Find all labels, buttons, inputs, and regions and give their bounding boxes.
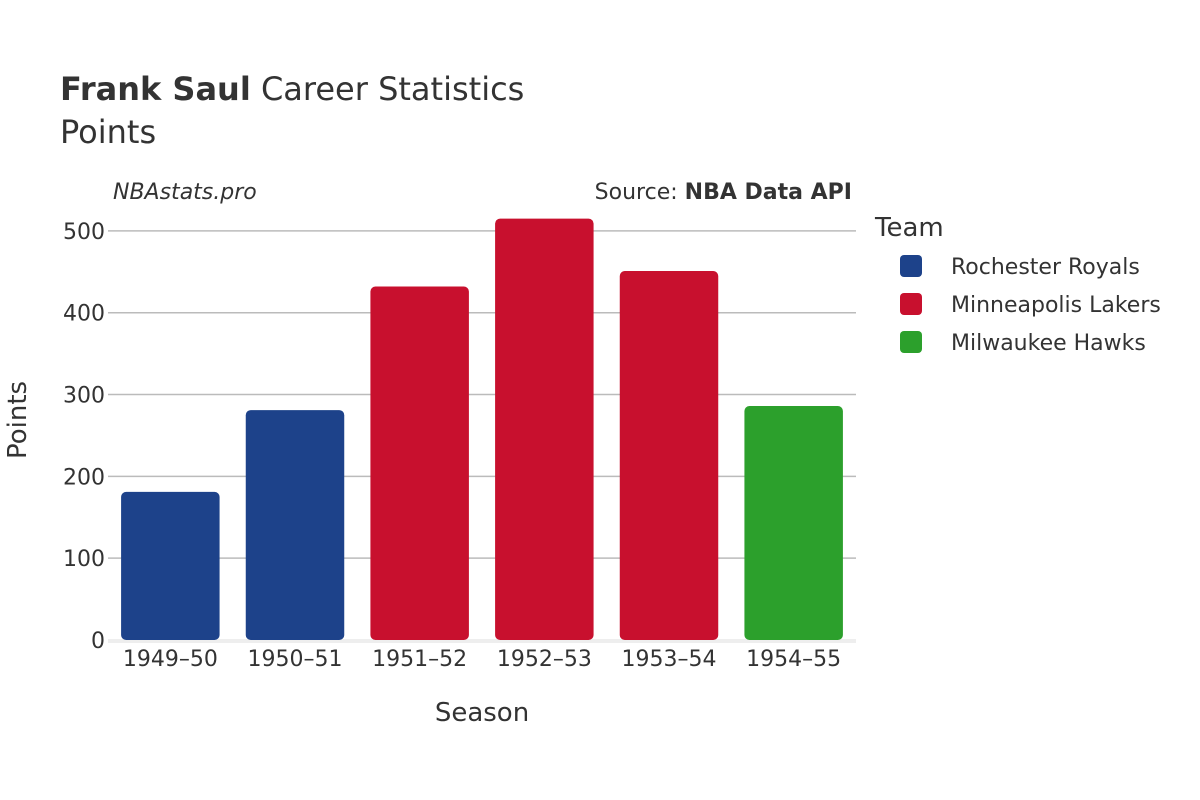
- x-tick-label: 1951–52: [372, 647, 467, 672]
- y-tick-label: 0: [91, 629, 105, 654]
- legend-swatch: [900, 255, 922, 277]
- x-tick-label: 1950–51: [248, 647, 343, 672]
- x-axis-ticks: 1949–50 1950–51 1951–52 1952–53 1953–54 1954–…: [123, 647, 841, 672]
- y-tick-label: 200: [63, 465, 105, 490]
- chart-title: Frank Saul Career Statistics: [60, 70, 524, 108]
- chart-title-player: Frank Saul: [60, 70, 251, 108]
- legend-item-label[interactable]: Milwaukee Hawks: [951, 331, 1146, 356]
- y-axis-ticks: 0 100 200 300 400 500: [63, 220, 105, 654]
- source-label: Source:: [595, 180, 678, 205]
- x-tick-label: 1952–53: [497, 647, 592, 672]
- y-axis-title: Points: [3, 381, 33, 459]
- bar-1951–52[interactable]: [370, 286, 469, 640]
- bar-1954–55[interactable]: [744, 406, 843, 640]
- bar-1949–50[interactable]: [121, 491, 220, 640]
- y-tick-label: 100: [63, 547, 105, 572]
- watermark: NBAstats.pro: [113, 180, 257, 205]
- legend-swatch: [900, 293, 922, 315]
- bar-1953–54[interactable]: [619, 271, 719, 640]
- legend-swatch: [900, 331, 922, 353]
- y-tick-label: 300: [63, 384, 105, 409]
- bar-1950–51[interactable]: [245, 410, 345, 640]
- legend: Rochester Royals Minneapolis Lakers Milwau…: [900, 255, 1161, 356]
- legend-item-label[interactable]: Minneapolis Lakers: [951, 293, 1161, 318]
- y-tick-label: 400: [63, 302, 105, 327]
- legend-title: Team: [874, 213, 944, 243]
- source-name: NBA Data API: [685, 180, 852, 205]
- bars: [121, 218, 843, 641]
- legend-item-label[interactable]: Rochester Royals: [951, 255, 1140, 280]
- x-axis-title: Season: [435, 698, 529, 728]
- y-tick-label: 500: [63, 220, 105, 245]
- x-tick-label: 1949–50: [123, 647, 218, 672]
- x-tick-label: 1953–54: [622, 647, 717, 672]
- chart-subtitle: Points: [60, 113, 156, 151]
- bar-1952–53[interactable]: [495, 218, 594, 641]
- x-tick-label: 1954–55: [746, 647, 841, 672]
- chart-title-rest: Career Statistics: [261, 70, 524, 108]
- source-text: Source: NBA Data API: [595, 180, 852, 205]
- grid-lines: [108, 230, 856, 643]
